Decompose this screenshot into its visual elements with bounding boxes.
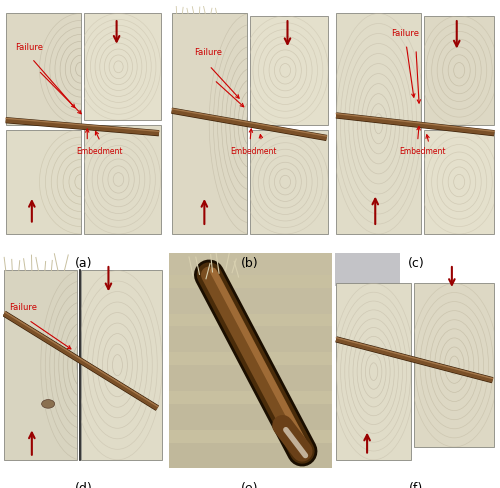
Text: Embedment: Embedment — [400, 147, 446, 156]
Text: (e): (e) — [241, 481, 259, 488]
Bar — [336, 15, 421, 235]
Text: Failure: Failure — [9, 303, 37, 311]
Bar — [168, 288, 332, 314]
Bar — [414, 284, 494, 447]
Bar — [6, 15, 80, 125]
Bar — [424, 130, 494, 235]
Text: (f): (f) — [409, 481, 423, 488]
Bar — [168, 249, 332, 275]
Bar — [84, 125, 160, 235]
Text: (b): (b) — [241, 256, 259, 269]
Bar — [250, 130, 328, 235]
Bar — [168, 404, 332, 430]
Bar — [336, 284, 411, 460]
Bar — [334, 254, 400, 286]
Bar — [4, 271, 78, 460]
Bar — [250, 17, 328, 125]
Ellipse shape — [42, 400, 54, 408]
Text: (d): (d) — [75, 481, 93, 488]
Text: Failure: Failure — [392, 29, 419, 38]
Text: (c): (c) — [408, 256, 424, 269]
Text: Embedment: Embedment — [230, 147, 277, 156]
Bar — [80, 271, 162, 460]
Text: Failure: Failure — [194, 48, 222, 57]
Bar — [172, 15, 246, 235]
Bar — [168, 327, 332, 352]
Bar — [6, 130, 80, 235]
Bar — [84, 15, 160, 121]
Text: (a): (a) — [75, 256, 93, 269]
Text: Failure: Failure — [16, 43, 44, 52]
Bar — [424, 17, 494, 125]
Text: Embedment: Embedment — [76, 147, 122, 156]
Bar — [168, 366, 332, 391]
Bar — [168, 443, 332, 468]
